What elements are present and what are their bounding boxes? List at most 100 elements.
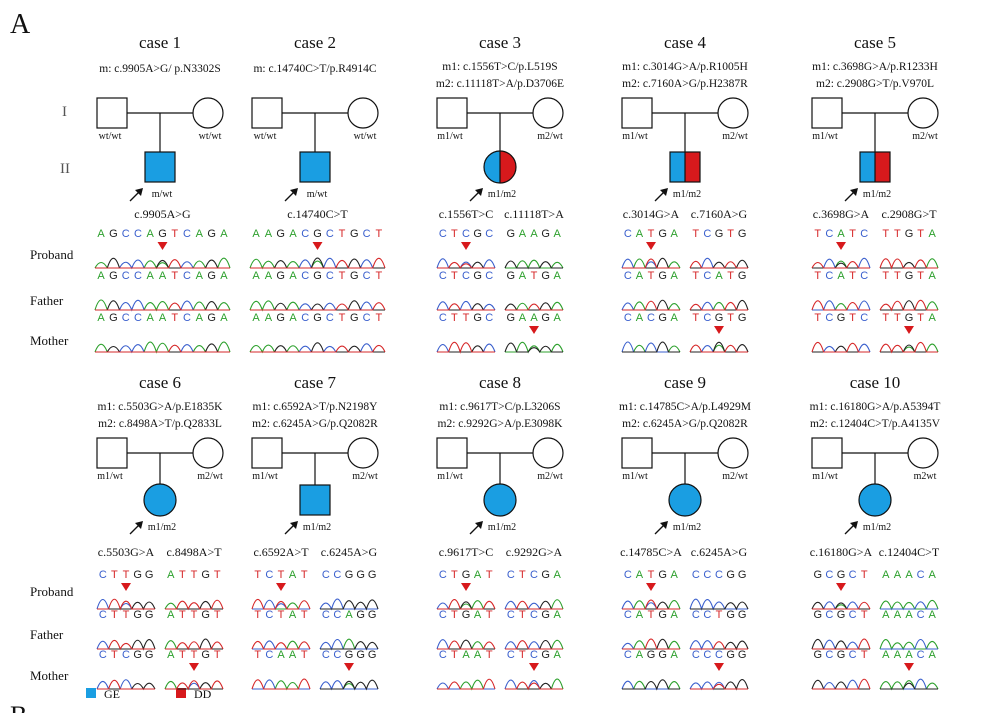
base-call-proband: G [905, 228, 914, 240]
variant-arrow [344, 663, 354, 671]
chromatogram-trace-G [504, 342, 563, 354]
base-call-proband: T [894, 228, 901, 240]
chromatogram-trace-C [689, 598, 748, 611]
base-call-mother: T [339, 312, 346, 324]
base-call-proband: C [439, 569, 447, 581]
chromatogram-trace-C [252, 640, 310, 650]
base-call-father: C [333, 609, 341, 621]
mutation-annotation: m: c.14740C>T/p.R4914C [253, 63, 376, 75]
base-call-proband: T [648, 569, 655, 581]
mother-symbol [347, 97, 379, 129]
base-call-father: T [882, 270, 889, 282]
base-call-proband: G [738, 228, 747, 240]
base-call-mother: A [159, 312, 167, 324]
child-fill-left [670, 152, 685, 182]
chromatogram-trace-A [812, 303, 870, 311]
base-call-proband: T [917, 228, 924, 240]
base-call-proband: C [715, 569, 723, 581]
chromatogram-trace-G [250, 300, 385, 311]
base-call-proband: T [123, 569, 130, 581]
chromatogram-trace-T [251, 678, 311, 690]
base-call-father: G [905, 270, 914, 282]
mother-symbol [907, 437, 939, 469]
base-call-father: A [894, 609, 902, 621]
base-call-mother: C [122, 312, 130, 324]
base-call-father: A [929, 270, 937, 282]
base-call-mother: A [147, 312, 155, 324]
base-call-proband: A [97, 228, 105, 240]
base-call-mother: A [289, 312, 297, 324]
base-call-mother: T [254, 649, 261, 661]
variant-label: c.9905A>G [134, 207, 191, 221]
base-call-father: C [183, 270, 191, 282]
base-call-proband: C [183, 228, 191, 240]
chromatogram-trace-G [95, 257, 230, 269]
variant-label: c.11118T>A [504, 207, 564, 221]
case-panel: case 5 m1: c.3698G>A/p.R1233H m2: c.2908G>… [811, 33, 939, 354]
base-call-proband: A [289, 569, 297, 581]
chromatogram-trace-C [95, 344, 230, 354]
child-genotype: m1/m2 [863, 522, 891, 533]
proband-arrow-head [135, 521, 143, 529]
base-call-proband: G [462, 569, 471, 581]
variant-arrow [904, 663, 914, 671]
base-call-father: C [439, 609, 447, 621]
base-call-father: T [894, 270, 901, 282]
variant-arrow [312, 242, 323, 250]
base-call-mother: A [196, 312, 204, 324]
mother-symbol [717, 437, 749, 469]
case-panel: case 10 m1: c.16180G>A/p.A5394T m2: c.1240… [810, 373, 941, 691]
base-call-proband: A [147, 228, 155, 240]
base-call-proband: T [278, 569, 285, 581]
base-call-father: T [648, 270, 655, 282]
base-call-mother: G [647, 649, 656, 661]
chromatogram-trace-T [879, 299, 938, 312]
mother-genotype: m2/wt [912, 131, 938, 142]
base-call-mother: T [376, 312, 383, 324]
mother-genotype: m2/wt [537, 131, 563, 142]
chromatogram-trace-T [250, 257, 386, 269]
variant-label: c.1556T>C [439, 207, 493, 221]
variant-arrow [276, 583, 286, 591]
base-call-proband: C [462, 228, 470, 240]
base-call-mother: G [837, 312, 846, 324]
base-call-proband: A [636, 228, 644, 240]
base-call-proband: A [289, 228, 297, 240]
variant-label: c.6592A>T [253, 545, 309, 559]
chromatogram-trace-C [880, 638, 938, 650]
base-call-mother: T [463, 312, 470, 324]
variant-label: c.6245A>G [321, 545, 378, 559]
base-call-father: T [339, 270, 346, 282]
base-call-father: G [109, 270, 118, 282]
chromatogram-trace-T [689, 260, 748, 269]
variant-arrow [157, 242, 168, 250]
base-call-proband: C [363, 228, 371, 240]
base-call-father: C [849, 609, 857, 621]
base-call-mother: G [368, 649, 377, 661]
base-call-mother: A [530, 312, 538, 324]
chromatogram-trace-T [690, 641, 748, 650]
variant-label: c.3014G>A [623, 207, 680, 221]
base-call-mother: C [860, 312, 868, 324]
base-call-mother: T [917, 312, 924, 324]
chromatogram-trace-T [165, 641, 224, 651]
father-symbol [96, 437, 128, 469]
chromatogram-trace-T [812, 601, 871, 610]
base-call-father: G [201, 609, 210, 621]
base-call-father: G [658, 609, 667, 621]
legend-label-ge: GE [104, 687, 120, 701]
case-title: case 9 [664, 373, 706, 392]
chromatogram-trace-C [250, 343, 385, 353]
base-call-father: G [133, 609, 142, 621]
base-call-father: C [439, 270, 447, 282]
mutation-annotation: m2: c.6245A>G/p.Q2082R [622, 418, 748, 430]
base-call-mother: C [624, 312, 632, 324]
base-call-father: T [814, 270, 821, 282]
base-call-mother: T [894, 312, 901, 324]
base-call-mother: C [703, 649, 711, 661]
chromatogram-trace-T [95, 302, 230, 311]
base-call-father: C [122, 270, 130, 282]
base-call-mother: C [485, 312, 493, 324]
base-call-proband: A [882, 569, 890, 581]
base-call-proband: G [201, 569, 210, 581]
